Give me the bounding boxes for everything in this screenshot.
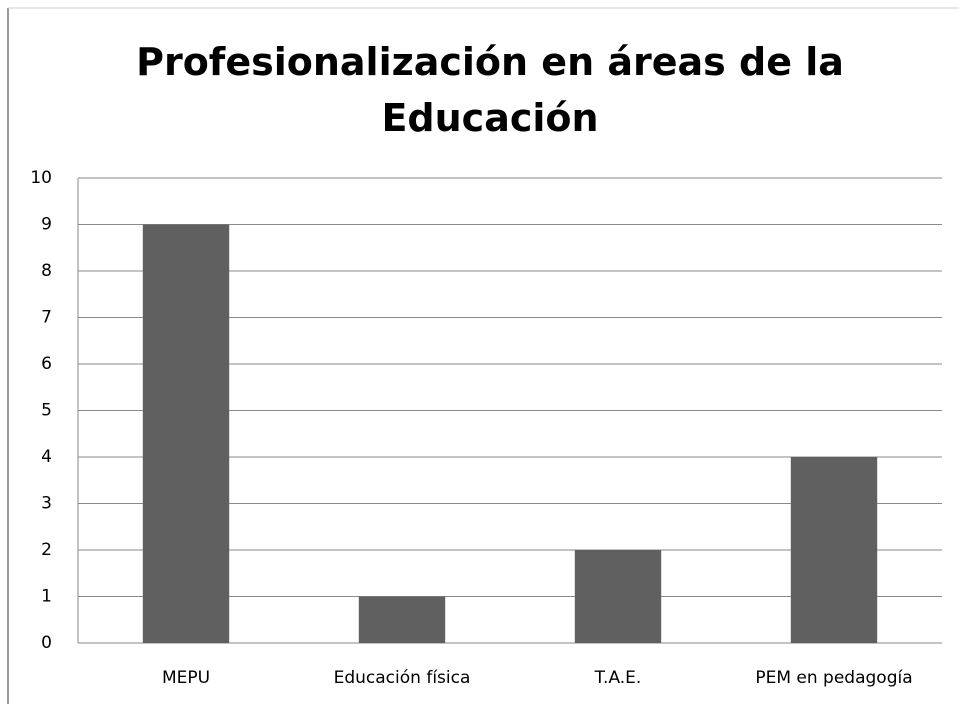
y-tick-label: 8 [41,261,52,281]
y-tick-label: 7 [41,308,52,328]
bar [142,224,230,643]
y-tick-label: 9 [41,215,52,235]
x-tick-label: MEPU [162,668,210,688]
bar [574,550,662,643]
x-tick-label: T.A.E. [594,668,642,688]
x-tick-label: Educación física [334,668,471,688]
chart-title: Profesionalización en áreas de la Educac… [136,40,844,140]
y-tick-label: 0 [41,633,52,653]
bar [790,457,878,643]
y-tick-label: 1 [41,587,52,607]
y-tick-label: 6 [41,354,52,374]
y-tick-label: 5 [41,401,52,421]
y-tick-label: 2 [41,540,52,560]
x-tick-label: PEM en pedagogía [755,668,912,688]
y-tick-label: 3 [41,494,52,514]
y-tick-label: 10 [30,168,52,188]
bar [358,596,446,643]
y-tick-label: 4 [41,447,52,467]
